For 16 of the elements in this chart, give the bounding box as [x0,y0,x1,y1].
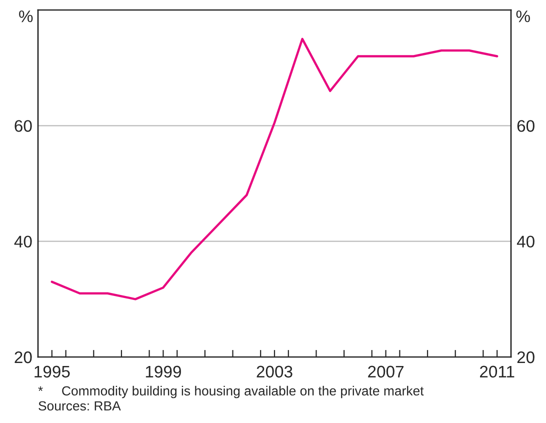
y2-axis-title: % [516,10,530,22]
x-tick-label: 1999 [146,366,181,378]
y-tick-label: 60 [14,120,32,132]
y2-tick-label: 20 [517,351,534,364]
source-note: Sources: RBA [38,401,121,411]
y2-tick-label: 60 [517,120,534,132]
x-tick-label: 2007 [368,366,404,378]
text: * Commodity building is housing available on the private market [38,386,424,398]
line-series [50,38,498,300]
y2-tick-label: 40 [516,236,534,248]
x-tick-label: 2003 [256,366,292,378]
x-tick-label: 2011 [480,366,514,378]
x-tick-label: 1995 [34,366,70,378]
y-axis-title: % [19,10,33,22]
y-tick-label: 20 [14,351,32,364]
y-tick-label: 40 [14,236,32,248]
